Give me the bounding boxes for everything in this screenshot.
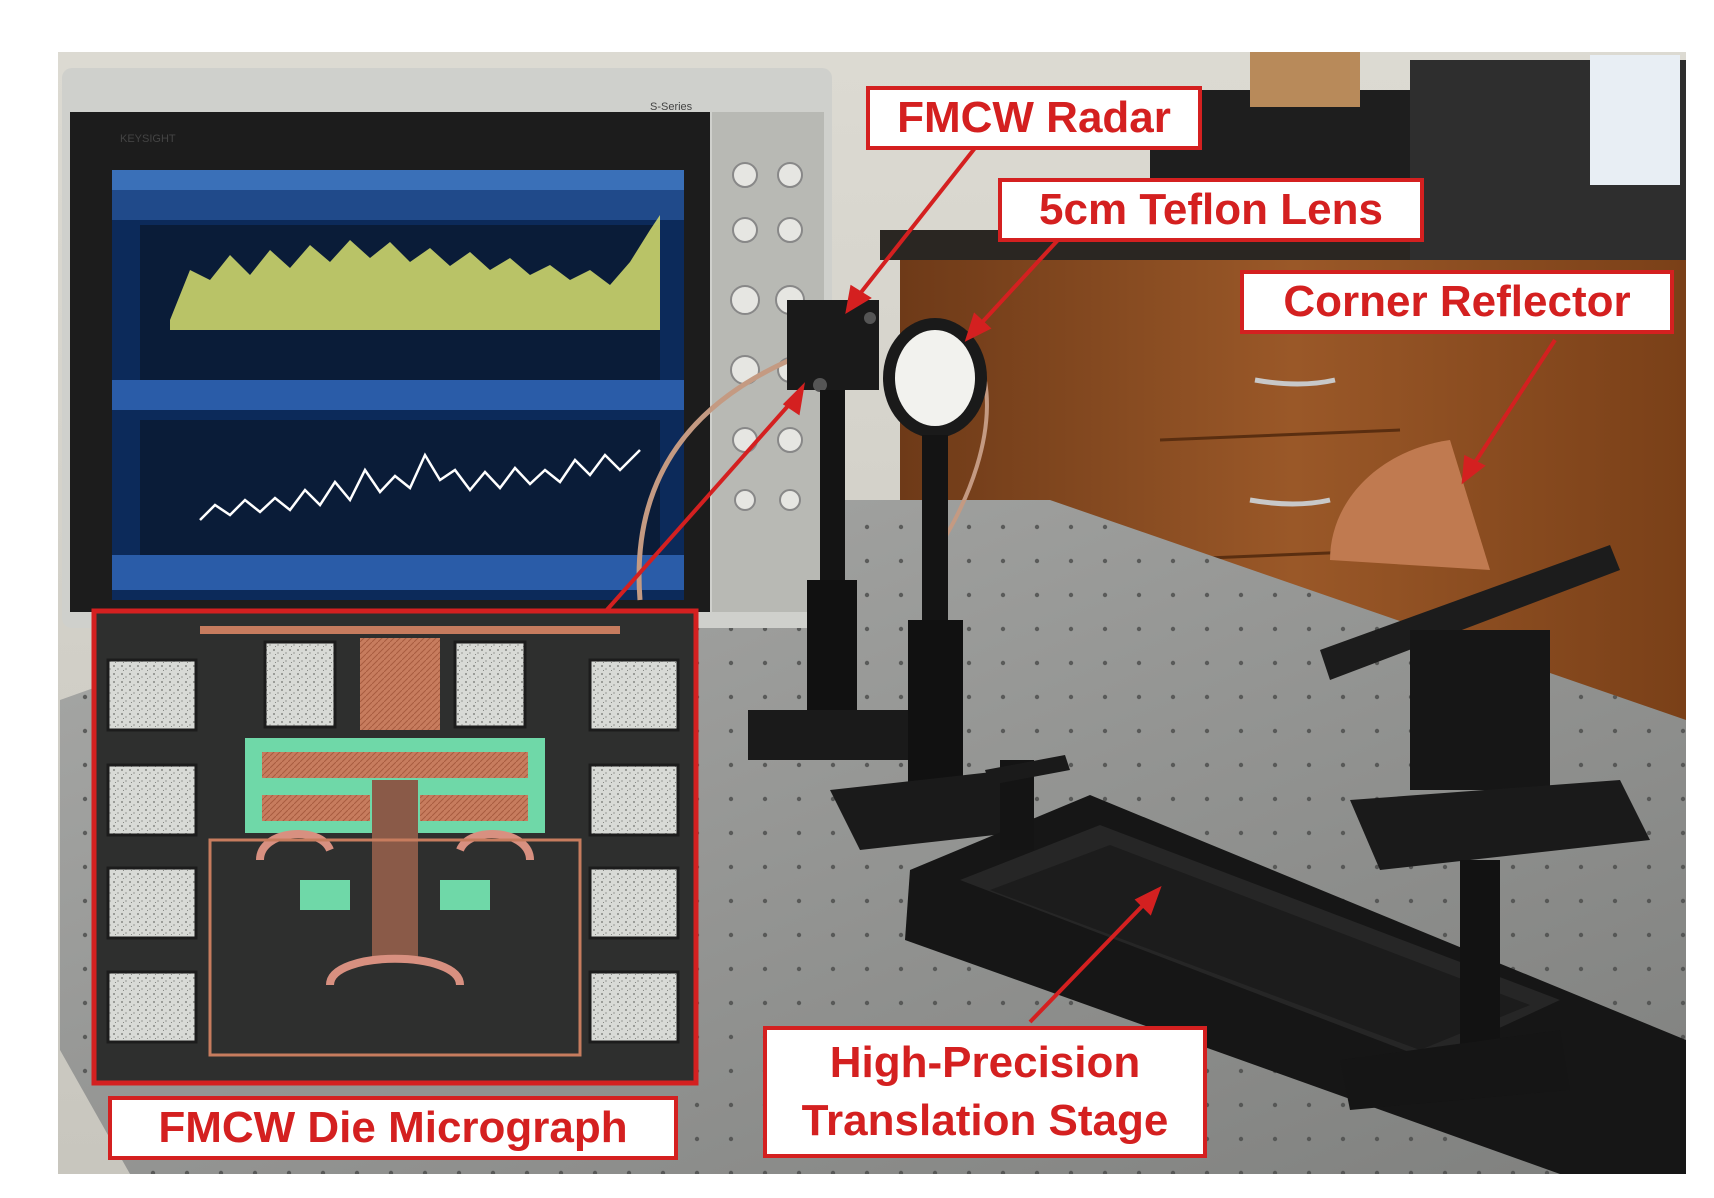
callout-corner-reflector-text: Corner Reflector [1283,277,1631,326]
cardboard-box [1250,52,1360,107]
die-bond-pads [106,640,680,1044]
callout-translation-stage-line1: High-Precision [829,1038,1141,1087]
callout-fmcw-radar-text: FMCW Radar [897,93,1171,142]
corner-reflector [1320,440,1650,1110]
radar-mount [748,300,908,760]
callout-die-micrograph: FMCW Die Micrograph [108,1096,678,1160]
oscilloscope: KEYSIGHT S-Series [62,68,832,628]
rf-cable [636,357,792,601]
die-core-block [360,638,440,730]
teflon-lens-mount [830,318,1040,850]
napkin-box [1590,55,1680,185]
scope-trace-bottom [199,449,641,521]
callout-fmcw-radar: FMCW Radar [866,86,1202,150]
die-micrograph-inset [91,608,699,1086]
callout-arrows [603,146,1557,1024]
callout-translation-stage: High-Precision Translation Stage [763,1026,1207,1158]
die-inductors [256,830,534,986]
callout-corner-reflector: Corner Reflector [1240,270,1674,334]
scope-brand-text: KEYSIGHT [120,133,176,145]
callout-teflon-lens: 5cm Teflon Lens [998,178,1424,242]
scope-trace-top [170,215,660,330]
callout-die-micrograph-text: FMCW Die Micrograph [158,1103,628,1152]
callout-translation-stage-line2: Translation Stage [801,1096,1169,1145]
scope-series-text: S-Series [650,101,693,113]
callout-teflon-lens-text: 5cm Teflon Lens [1039,185,1383,234]
